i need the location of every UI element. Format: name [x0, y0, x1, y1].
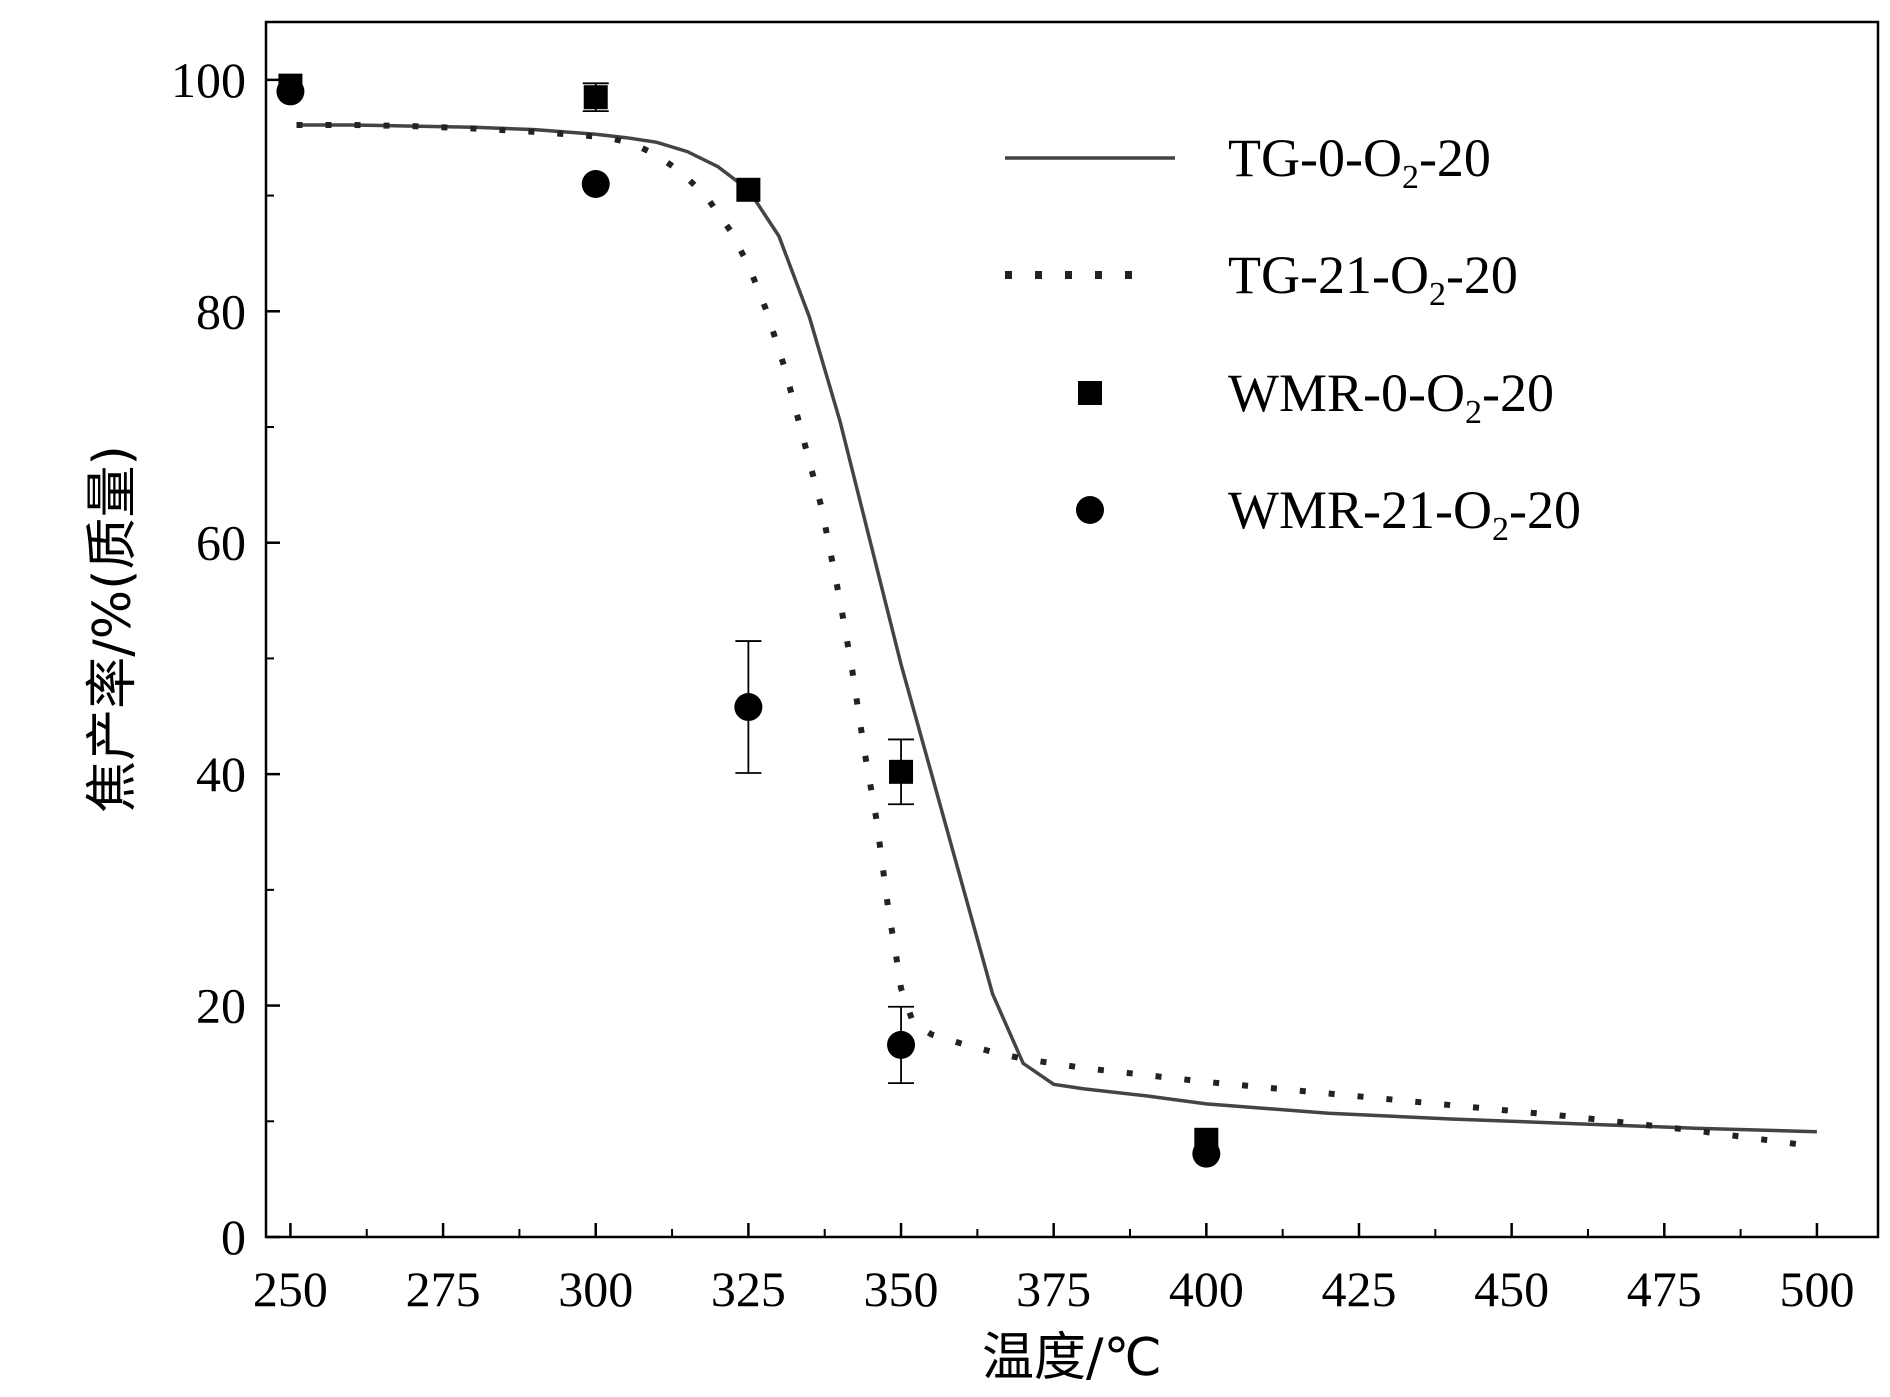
y-tick-label: 20	[196, 978, 246, 1034]
y-tick-label: 80	[196, 283, 246, 339]
legend-circle-swatch	[1076, 496, 1104, 524]
x-tick-label: 375	[1016, 1261, 1091, 1317]
legend-item: TG-21-O2-20	[1005, 245, 1518, 313]
legend-item: WMR-0-O2-20	[1078, 363, 1554, 431]
series-square	[278, 73, 1219, 1152]
data-point-circle	[276, 77, 305, 106]
series-dotted	[296, 122, 1818, 1150]
x-tick-label: 500	[1779, 1261, 1854, 1317]
data-point-square	[736, 177, 761, 202]
x-axis-title: 温度/℃	[982, 1328, 1162, 1388]
y-tick-label: 60	[196, 515, 246, 571]
x-tick-label: 350	[864, 1261, 939, 1317]
y-tick-label: 40	[196, 746, 246, 802]
x-tick-label: 475	[1627, 1261, 1702, 1317]
legend: TG-0-O2-20 TG-21-O2-20 WMR-0-O2-20 WMR-21-O…	[1005, 128, 1581, 548]
series-line	[296, 123, 1817, 1134]
x-tick-label: 250	[253, 1261, 328, 1317]
data-point-square	[583, 85, 608, 110]
legend-item: TG-0-O2-20	[1005, 128, 1491, 196]
legend-label: WMR-21-O2-20	[1228, 480, 1581, 548]
data-point-circle	[734, 693, 763, 722]
x-tick-label: 275	[406, 1261, 481, 1317]
y-axis-title: 焦产率/%(质量)	[83, 445, 143, 813]
series-line	[296, 123, 1817, 1134]
x-tick-labels: 250 275 300 325 350 375 400 425 450 475 500	[253, 1261, 1855, 1317]
axis-ticks	[266, 78, 1819, 1239]
series-layer	[276, 73, 1818, 1168]
x-tick-label: 325	[711, 1261, 786, 1317]
y-tick-labels: 0 20 40 60 80 100	[171, 52, 246, 1265]
y-tick-label: 0	[221, 1209, 246, 1265]
data-point-circle	[887, 1030, 916, 1059]
x-tick-label: 400	[1169, 1261, 1244, 1317]
legend-item: WMR-21-O2-20	[1076, 480, 1581, 548]
series-dotted-line	[296, 122, 1818, 1150]
legend-label: TG-0-O2-20	[1228, 128, 1491, 196]
x-tick-label: 300	[558, 1261, 633, 1317]
data-point-square	[889, 759, 914, 784]
data-point-circle	[1192, 1139, 1221, 1168]
x-tick-label: 450	[1474, 1261, 1549, 1317]
data-point-circle	[581, 170, 610, 198]
y-tick-label: 100	[171, 52, 246, 108]
legend-label: TG-21-O2-20	[1228, 245, 1518, 313]
series-circle	[276, 77, 1221, 1168]
x-tick-label: 425	[1321, 1261, 1396, 1317]
plot-frame	[264, 20, 1880, 1239]
legend-label: WMR-0-O2-20	[1228, 363, 1554, 431]
legend-square-swatch	[1078, 381, 1102, 405]
